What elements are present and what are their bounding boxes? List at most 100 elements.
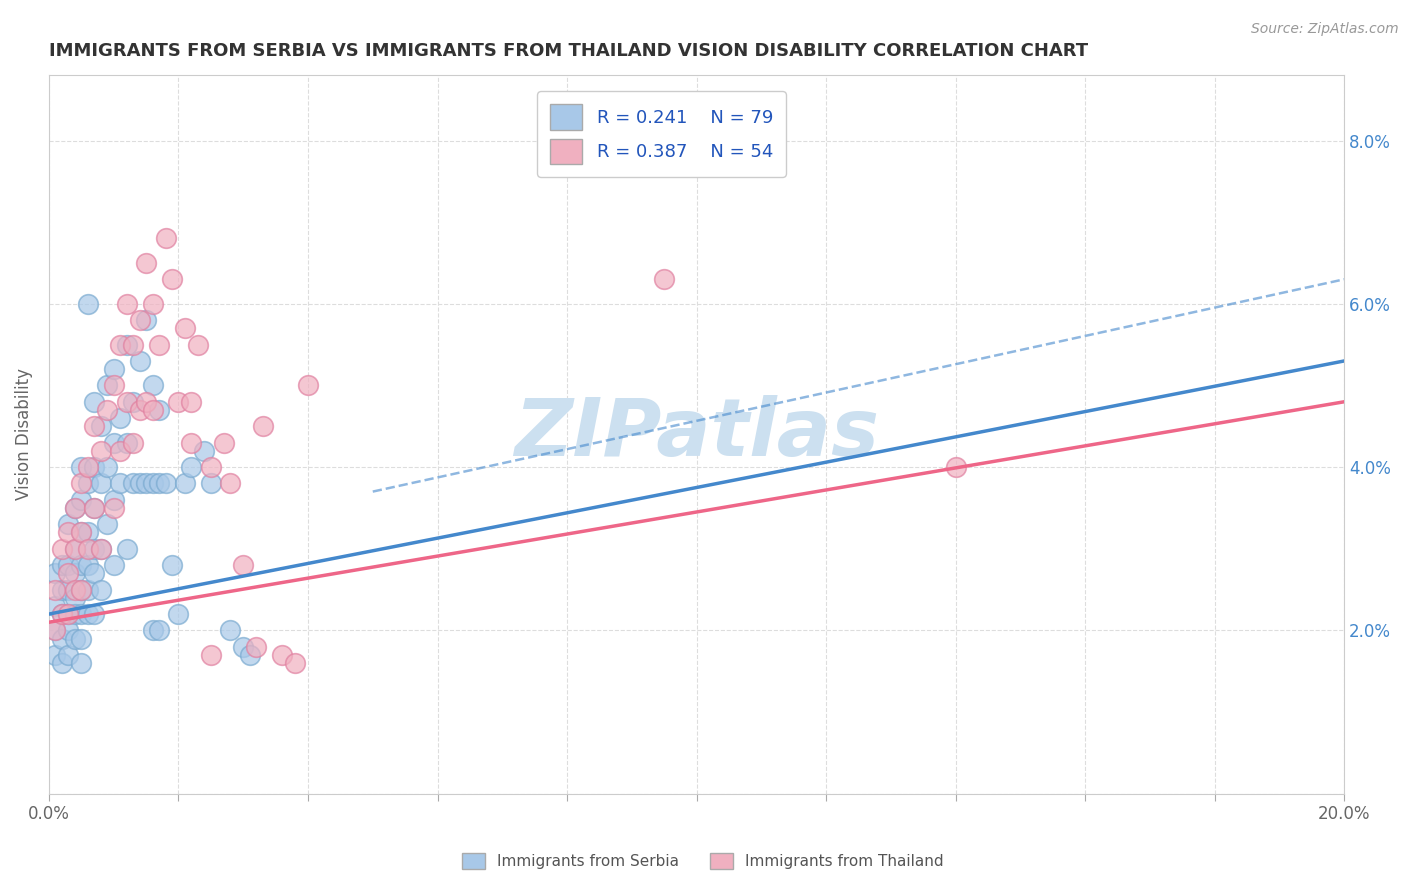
Point (103, 362, 125, 376)
Point (51, 541, 73, 556)
Point (200, 460, 222, 475)
Point (63, 541, 86, 556)
Point (63, 607, 86, 621)
Point (58, 525, 80, 540)
Point (103, 558, 125, 572)
Point (70, 558, 93, 572)
Point (51, 632, 73, 646)
Point (58, 517, 80, 532)
Point (115, 541, 138, 556)
Point (63, 582, 86, 597)
Point (83, 419, 105, 434)
Text: Source: ZipAtlas.com: Source: ZipAtlas.com (1251, 22, 1399, 37)
Point (58, 624, 80, 638)
Legend: Immigrants from Serbia, Immigrants from Thailand: Immigrants from Serbia, Immigrants from … (456, 847, 950, 875)
Point (83, 500, 105, 515)
Point (96, 403, 118, 417)
Point (51, 607, 73, 621)
Point (122, 337, 145, 351)
Point (90, 541, 112, 556)
Point (180, 460, 202, 475)
Point (90, 476, 112, 491)
Point (115, 337, 138, 351)
Point (239, 648, 262, 662)
Point (115, 435, 138, 450)
Point (122, 476, 145, 491)
Point (652, 272, 675, 286)
Point (96, 460, 118, 475)
Point (219, 624, 242, 638)
Point (297, 378, 319, 392)
Point (70, 460, 93, 475)
Point (70, 525, 93, 540)
Point (128, 354, 150, 368)
Point (51, 582, 73, 597)
Point (63, 500, 86, 515)
Point (160, 272, 183, 286)
Point (148, 403, 170, 417)
Point (245, 640, 267, 654)
Point (76, 476, 98, 491)
Point (212, 435, 235, 450)
Point (284, 656, 307, 670)
Point (63, 632, 86, 646)
Point (122, 435, 145, 450)
Point (108, 476, 131, 491)
Point (58, 607, 80, 621)
Point (108, 337, 131, 351)
Point (122, 394, 145, 409)
Point (128, 476, 150, 491)
Point (70, 607, 93, 621)
Point (44, 624, 66, 638)
Point (76, 525, 98, 540)
Point (167, 394, 190, 409)
Point (83, 541, 105, 556)
Point (70, 656, 93, 670)
Point (70, 492, 93, 507)
Point (63, 500, 86, 515)
Point (44, 599, 66, 613)
Point (96, 378, 118, 392)
Point (96, 517, 118, 532)
Point (155, 476, 177, 491)
Point (51, 558, 73, 572)
Point (44, 624, 66, 638)
Point (252, 419, 274, 434)
Point (219, 476, 242, 491)
Point (180, 435, 202, 450)
Point (115, 394, 138, 409)
Legend: R = 0.241    N = 79, R = 0.387    N = 54: R = 0.241 N = 79, R = 0.387 N = 54 (537, 91, 786, 177)
Point (103, 435, 125, 450)
Point (70, 632, 93, 646)
Point (108, 443, 131, 458)
Point (180, 394, 202, 409)
Text: ZIPatlas: ZIPatlas (515, 395, 879, 474)
Point (90, 541, 112, 556)
Point (83, 607, 105, 621)
Point (167, 607, 190, 621)
Point (76, 582, 98, 597)
Point (58, 566, 80, 581)
Point (135, 476, 157, 491)
Point (187, 337, 209, 351)
Point (90, 582, 112, 597)
Point (155, 231, 177, 245)
Point (83, 500, 105, 515)
Point (76, 541, 98, 556)
Point (142, 624, 165, 638)
Point (51, 656, 73, 670)
Point (200, 476, 222, 491)
Point (232, 640, 254, 654)
Point (103, 492, 125, 507)
Point (174, 476, 197, 491)
Point (135, 256, 157, 270)
Point (44, 566, 66, 581)
Point (135, 313, 157, 327)
Point (76, 558, 98, 572)
Point (70, 476, 93, 491)
Point (115, 297, 138, 311)
Point (63, 541, 86, 556)
Point (103, 500, 125, 515)
Point (148, 476, 170, 491)
Point (128, 403, 150, 417)
